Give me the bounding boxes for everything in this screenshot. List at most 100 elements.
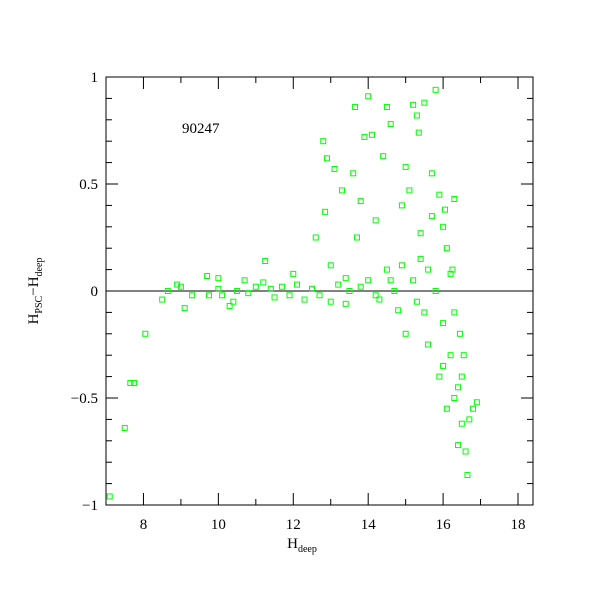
- point: [357, 198, 364, 205]
- point: [425, 266, 432, 273]
- point: [398, 202, 405, 209]
- point: [365, 277, 372, 284]
- point: [417, 255, 424, 262]
- point: [286, 292, 293, 299]
- point: [230, 298, 237, 305]
- point: [473, 399, 480, 406]
- point: [131, 380, 138, 387]
- point: [309, 285, 316, 292]
- point: [368, 131, 375, 138]
- point: [376, 296, 383, 303]
- point: [159, 296, 166, 303]
- point: [215, 275, 222, 282]
- point: [142, 330, 149, 337]
- point: [451, 195, 458, 202]
- point: [262, 258, 269, 265]
- x-tick-label: 16: [436, 517, 452, 533]
- point: [406, 187, 413, 194]
- point: [425, 341, 432, 348]
- point: [456, 330, 463, 337]
- y-tick-label: 0.5: [79, 177, 98, 193]
- point: [436, 191, 443, 198]
- point: [421, 309, 428, 316]
- point: [323, 155, 330, 162]
- point: [383, 103, 390, 110]
- point: [127, 380, 134, 387]
- point: [432, 86, 439, 93]
- point: [357, 283, 364, 290]
- point: [290, 270, 297, 277]
- point: [455, 442, 462, 449]
- point: [372, 217, 379, 224]
- point: [447, 270, 454, 277]
- axis-label: Hdeep: [287, 536, 317, 555]
- point: [441, 206, 448, 213]
- point: [267, 285, 274, 292]
- axis-label-sub: deep: [298, 544, 317, 555]
- y-tick-label: 1: [91, 70, 99, 86]
- point: [361, 133, 368, 140]
- point: [271, 294, 278, 301]
- point: [387, 277, 394, 284]
- point: [402, 330, 409, 337]
- point: [121, 424, 128, 431]
- x-tick-label: 8: [140, 517, 148, 533]
- point: [164, 288, 171, 294]
- point: [440, 362, 447, 369]
- point: [189, 292, 196, 299]
- point: [181, 305, 188, 312]
- point: [279, 283, 286, 290]
- axis-label-sub: PSC: [34, 295, 45, 313]
- point: [383, 266, 390, 273]
- point: [372, 292, 379, 299]
- point: [177, 283, 184, 290]
- point: [245, 290, 252, 297]
- x-tick-label: 18: [511, 517, 526, 533]
- point: [226, 302, 233, 309]
- point: [455, 384, 462, 391]
- point: [327, 298, 334, 305]
- point: [458, 420, 465, 427]
- point: [449, 266, 456, 273]
- axis-label-main: H: [26, 313, 42, 324]
- point: [436, 373, 443, 380]
- point: [451, 309, 458, 316]
- axis-label-main: −H: [26, 276, 42, 295]
- point: [387, 121, 394, 128]
- point: [215, 285, 222, 292]
- point: [460, 352, 467, 359]
- point: [462, 448, 469, 455]
- point: [415, 129, 422, 136]
- point: [241, 277, 248, 284]
- point: [204, 273, 211, 280]
- point: [447, 352, 454, 359]
- point: [234, 288, 241, 294]
- point: [464, 472, 471, 479]
- y-tick-label: 0: [91, 284, 99, 300]
- axis-label-main: H: [287, 536, 298, 552]
- point: [410, 101, 417, 108]
- point: [342, 275, 349, 282]
- point: [466, 416, 473, 423]
- point: [440, 223, 447, 230]
- point: [252, 283, 259, 290]
- point: [346, 288, 353, 294]
- point: [458, 373, 465, 380]
- x-tick-label: 10: [211, 517, 226, 533]
- point: [380, 153, 387, 160]
- point: [342, 300, 349, 307]
- point: [428, 170, 435, 177]
- point: [312, 234, 319, 241]
- point: [398, 262, 405, 269]
- point: [301, 296, 308, 303]
- point: [470, 405, 477, 412]
- point: [331, 166, 338, 173]
- point: [451, 395, 458, 401]
- y-tick-label: −1: [82, 498, 98, 514]
- point: [443, 245, 450, 252]
- point: [413, 112, 420, 119]
- point: [352, 103, 359, 110]
- axis-label: HPSC−Hdeep: [26, 258, 45, 325]
- point: [316, 292, 323, 299]
- point: [335, 281, 342, 288]
